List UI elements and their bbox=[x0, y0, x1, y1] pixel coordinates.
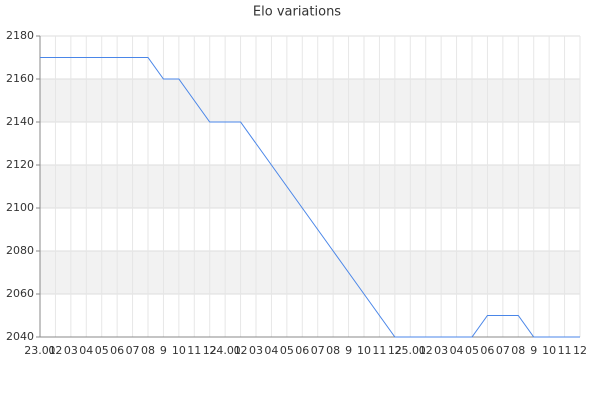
x-tick-label: 04 bbox=[79, 344, 93, 357]
x-tick-label: 06 bbox=[295, 344, 309, 357]
x-tick-label: 10 bbox=[172, 344, 186, 357]
x-tick-label: 11 bbox=[187, 344, 201, 357]
x-tick-label: 07 bbox=[496, 344, 510, 357]
x-tick-label: 05 bbox=[280, 344, 294, 357]
y-tick-label: 2120 bbox=[6, 158, 34, 171]
x-tick-label: 02 bbox=[48, 344, 62, 357]
x-tick-label: 02 bbox=[234, 344, 248, 357]
y-tick-label: 2040 bbox=[6, 330, 34, 343]
x-tick-label: 11 bbox=[558, 344, 572, 357]
y-tick-label: 2060 bbox=[6, 287, 34, 300]
x-tick-label: 11 bbox=[372, 344, 386, 357]
y-tick-label: 2180 bbox=[6, 29, 34, 42]
x-tick-label: 02 bbox=[419, 344, 433, 357]
x-tick-label: 08 bbox=[511, 344, 525, 357]
x-tick-label: 05 bbox=[95, 344, 109, 357]
x-tick-label: 03 bbox=[434, 344, 448, 357]
grid-band bbox=[40, 79, 580, 122]
x-tick-label: 06 bbox=[480, 344, 494, 357]
x-tick-label: 10 bbox=[542, 344, 556, 357]
x-tick-label: 04 bbox=[264, 344, 278, 357]
y-tick-label: 2100 bbox=[6, 201, 34, 214]
x-tick-label: 04 bbox=[450, 344, 464, 357]
x-tick-label: 12 bbox=[388, 344, 402, 357]
x-tick-label: 9 bbox=[530, 344, 537, 357]
x-tick-label: 03 bbox=[249, 344, 263, 357]
x-tick-label: 9 bbox=[345, 344, 352, 357]
grid-band bbox=[40, 251, 580, 294]
x-tick-label: 03 bbox=[64, 344, 78, 357]
x-tick-label: 25.01 bbox=[395, 344, 427, 357]
y-tick-label: 2080 bbox=[6, 244, 34, 257]
x-tick-label: 07 bbox=[311, 344, 325, 357]
x-tick-label: 12 bbox=[203, 344, 217, 357]
chart-title: Elo variations bbox=[253, 5, 341, 20]
x-tick-label: 10 bbox=[357, 344, 371, 357]
x-tick-label: 07 bbox=[126, 344, 140, 357]
y-tick-label: 2140 bbox=[6, 115, 34, 128]
x-tick-label: 08 bbox=[326, 344, 340, 357]
x-tick-label: 9 bbox=[160, 344, 167, 357]
line bbox=[40, 57, 580, 338]
x-tick-label: 06 bbox=[110, 344, 124, 357]
x-tick-label: 08 bbox=[141, 344, 155, 357]
grid-band bbox=[40, 165, 580, 208]
x-tick-label: 23.01 bbox=[24, 344, 56, 357]
x-tick-label: 12 bbox=[573, 344, 587, 357]
x-tick-label: 24.01 bbox=[209, 344, 241, 357]
x-tick-label: 05 bbox=[465, 344, 479, 357]
y-tick-label: 2160 bbox=[6, 72, 34, 85]
